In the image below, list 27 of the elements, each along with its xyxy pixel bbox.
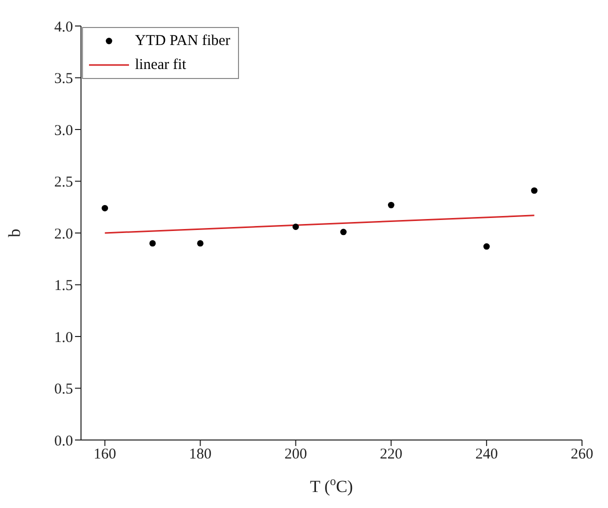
y-tick-label: 1.5 (54, 278, 73, 294)
x-tick-label: 160 (94, 446, 116, 463)
x-tick-label: 200 (284, 446, 307, 463)
legend-label: YTD PAN fiber (135, 32, 230, 50)
x-axis-title: T ($^{o}$C) (310, 474, 353, 496)
y-tick-label: 0.5 (54, 382, 73, 398)
point (197, 240, 204, 247)
y-tick-label: 0.0 (54, 433, 73, 450)
y-tick-label: 2.5 (54, 174, 73, 191)
point (388, 202, 394, 208)
point (531, 187, 538, 194)
x-tick-label: 180 (189, 446, 212, 463)
point (340, 228, 347, 236)
x-tick-label: 220 (380, 446, 402, 463)
y-tick-label: 3.5 (54, 71, 73, 88)
y-tick-label: 4.0 (54, 19, 73, 36)
y-axis-title: b (5, 228, 24, 238)
y-tick-label: 3.0 (54, 122, 73, 139)
y-tick-label: 2.0 (54, 226, 73, 242)
x-tick-label: 240 (475, 446, 498, 463)
point (483, 243, 490, 250)
legend-label: linear fit (135, 56, 186, 74)
point (102, 204, 108, 212)
point (149, 240, 156, 247)
point (292, 224, 299, 230)
y-tick-label: 1.0 (54, 330, 73, 346)
x-tick-label: 260 (570, 446, 594, 463)
